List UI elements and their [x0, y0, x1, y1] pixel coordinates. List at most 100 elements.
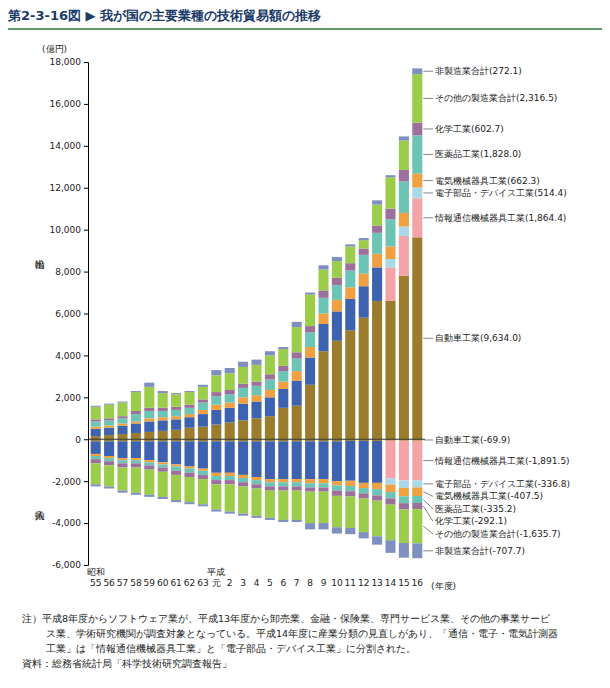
leader-line [423, 71, 433, 72]
end-label-name: その他の製造業合計 [435, 93, 516, 103]
bar-export [144, 432, 154, 439]
leader-line [423, 180, 433, 181]
bar-export [171, 416, 181, 419]
bar-export [372, 205, 382, 226]
era-label: 昭和 [87, 567, 105, 577]
end-label: 電気機械器具工業(-407.5) [435, 491, 543, 501]
bar-import [385, 478, 395, 484]
bar-export [372, 301, 382, 439]
note-line: ス業、学術研究機関が調査対象となっている。平成14年度に産業分類の見直しがあり、… [46, 628, 558, 639]
bar-import [144, 495, 154, 497]
end-label-name: 情報通信機械器具工業 [434, 456, 525, 466]
bar-export [131, 421, 141, 423]
bar-import [265, 479, 275, 482]
bar-export [91, 427, 101, 429]
bar-export [131, 414, 141, 421]
bar-export [305, 293, 315, 295]
bar-export [278, 366, 288, 371]
bar-import [292, 479, 302, 482]
x-tick: 3 [240, 577, 246, 588]
bar-export [158, 391, 168, 393]
leader-line [423, 439, 433, 440]
bar-export [372, 254, 382, 268]
bar-export [104, 405, 114, 419]
bar-import [198, 504, 208, 506]
bar-import [332, 491, 342, 496]
end-label: 化学工業(602.7) [435, 124, 504, 134]
bar-import [278, 486, 288, 490]
bar-export [278, 408, 288, 439]
y-tick-label: 4,000 [55, 351, 81, 361]
y-tick: -4,000 [52, 518, 88, 528]
x-tick: 10 [331, 577, 343, 588]
bar-export [198, 399, 208, 402]
bar-export [305, 358, 315, 385]
bar-export [144, 408, 154, 411]
bar-import [332, 481, 342, 485]
bar-import [265, 491, 275, 518]
bar-import [211, 476, 221, 480]
bar-import [292, 520, 302, 522]
bar-export [399, 141, 409, 170]
bar-import [332, 527, 342, 533]
bar-export [399, 170, 409, 182]
bar-export [265, 355, 275, 374]
bar-export [399, 181, 409, 212]
bar-export [292, 359, 302, 372]
bar-import [117, 458, 127, 460]
bar-import [412, 509, 422, 543]
bar-export [412, 135, 422, 173]
bar-import [131, 458, 141, 460]
bar-export [359, 274, 369, 287]
bar-export [332, 285, 342, 300]
x-tick: 8 [307, 577, 313, 588]
bar-export [332, 311, 342, 340]
bar-import [318, 441, 328, 479]
bar-export [117, 403, 127, 417]
bar-import [131, 468, 141, 493]
x-tick-label: 59 [144, 578, 156, 588]
bar-import [158, 464, 168, 467]
x-tick: 15 [398, 577, 409, 588]
leader-line [423, 217, 433, 218]
bar-import [225, 512, 235, 514]
bar-import [184, 466, 194, 468]
bar-export [385, 267, 395, 301]
bar-export [144, 383, 154, 387]
bar-import [372, 536, 382, 544]
bar-import [117, 460, 127, 463]
bar-import [198, 475, 208, 479]
bar-import [372, 495, 382, 500]
bar-export [251, 402, 261, 419]
bar-import [238, 482, 248, 486]
bar-export [412, 198, 422, 237]
end-label: 電子部品・デバイス工業(-336.8) [435, 479, 570, 489]
leader-line [423, 506, 433, 521]
x-tick-label: 56 [103, 578, 115, 588]
end-label-value: (1,828.0) [480, 149, 521, 159]
bar-export [278, 371, 288, 381]
bar-import [238, 441, 248, 475]
x-tick-label: 11 [345, 578, 356, 588]
y-tick: 2,000 [55, 393, 88, 403]
bar-import [412, 496, 422, 503]
y-tick: 10,000 [50, 225, 89, 235]
bar-import [359, 441, 369, 483]
x-tick-label: 5 [267, 578, 273, 588]
bar-export [104, 426, 114, 428]
x-tick: 2 [227, 577, 233, 588]
end-label-name: 非製造業合計 [435, 546, 489, 556]
end-label: 自動車工業(9,634.0) [435, 333, 521, 343]
y-tick-label: 0 [75, 435, 81, 445]
bar-import [131, 460, 141, 463]
bar-export [305, 332, 315, 347]
y-tick-label: 16,000 [50, 99, 82, 109]
bar-export [251, 418, 261, 439]
bar-export [292, 322, 302, 327]
bar-import [278, 520, 288, 522]
y-tick-label: -2,000 [52, 477, 81, 487]
bar-import [372, 489, 382, 495]
bar-export [332, 300, 342, 312]
leader-line [423, 460, 433, 461]
bar-import [305, 441, 315, 479]
